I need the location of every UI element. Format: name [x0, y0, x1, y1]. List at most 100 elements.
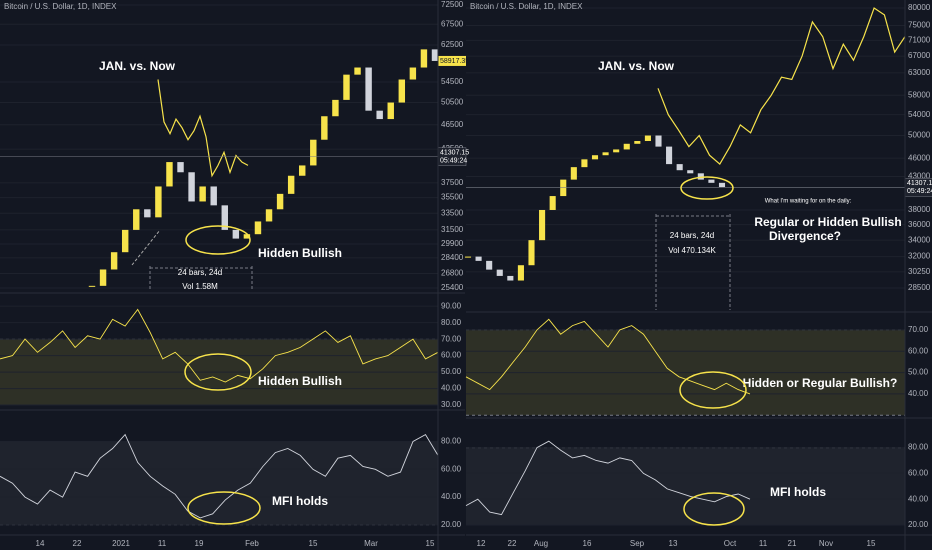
y-tick-label: 70.00 — [441, 334, 462, 343]
candle — [276, 193, 284, 210]
annotation: JAN. vs. Now — [99, 59, 176, 73]
candle — [602, 152, 609, 156]
x-tick-label: 22 — [73, 539, 82, 548]
y-tick-label: 80.00 — [908, 443, 929, 452]
candle — [549, 196, 556, 210]
candle — [155, 186, 162, 218]
last-price-tag — [438, 55, 466, 66]
y-tick-label: 30.00 — [441, 400, 462, 409]
candle — [687, 170, 694, 174]
y-tick-label: 40.00 — [441, 384, 462, 393]
candle — [265, 209, 273, 222]
candle — [634, 141, 641, 144]
x-tick-label: 2021 — [112, 539, 130, 548]
band — [466, 447, 905, 525]
annotation: Vol 1.58M — [182, 282, 218, 291]
header: Bitcoin / U.S. Dollar, 1D, INDEX — [470, 2, 583, 11]
y-tick-label: 63000 — [908, 68, 931, 77]
candle — [166, 162, 173, 187]
candle — [517, 265, 524, 281]
y-tick-label: 30250 — [908, 267, 931, 276]
y-tick-label: 54500 — [441, 77, 464, 86]
candle — [199, 186, 206, 202]
y-tick-label: 37500 — [441, 178, 464, 187]
y-tick-label: 31500 — [441, 225, 464, 234]
x-tick-label: 11 — [759, 539, 768, 548]
annotation: 24 bars, 24d — [670, 231, 714, 240]
y-tick-label: 34000 — [908, 235, 931, 244]
candle — [387, 102, 394, 120]
x-tick-label: 15 — [426, 539, 435, 548]
annotation: Divergence? — [769, 229, 841, 243]
candle — [539, 209, 546, 241]
candle — [221, 205, 228, 230]
candle — [655, 135, 662, 147]
annotation: What I'm waiting for on the daily: — [765, 199, 852, 205]
candle — [644, 135, 651, 142]
highlight — [185, 225, 251, 255]
line-series — [465, 440, 751, 516]
y-tick-label: 54000 — [908, 110, 931, 119]
highlight — [683, 492, 745, 526]
candle — [232, 229, 240, 239]
x-tick-label: Feb — [245, 539, 259, 548]
y-tick-label: 20.00 — [908, 520, 929, 529]
candle — [365, 67, 372, 111]
y-tick-label: 60.00 — [441, 351, 462, 360]
y-tick-label: 26800 — [441, 269, 464, 278]
candle — [99, 269, 107, 286]
y-tick-label: 38000 — [908, 205, 931, 214]
y-tick-label: 72500 — [441, 0, 464, 9]
y-tick-label: 71000 — [908, 36, 931, 45]
y-tick-label: 60.00 — [908, 346, 929, 355]
candle — [570, 167, 577, 180]
candle — [475, 256, 482, 261]
candle — [697, 173, 704, 180]
x-tick-label: 13 — [669, 539, 678, 548]
y-tick-label: 90.00 — [441, 301, 462, 310]
y-tick-label: 46000 — [908, 153, 931, 162]
y-tick-label: 58000 — [908, 90, 931, 99]
annotation: MFI holds — [770, 485, 826, 499]
candle — [243, 234, 251, 239]
candle — [287, 175, 295, 194]
y-tick-label: 40.00 — [908, 389, 929, 398]
y-tick-label: 32000 — [908, 252, 931, 261]
candle — [613, 149, 620, 153]
line-series — [157, 79, 249, 178]
price-tag-label: 41307.15 — [907, 180, 932, 187]
y-tick-label: 75000 — [908, 21, 931, 30]
y-tick-label: 20.00 — [441, 520, 462, 529]
candle — [133, 209, 140, 230]
candle — [354, 67, 361, 75]
line-series — [0, 308, 439, 383]
x-tick-label: 21 — [788, 539, 797, 548]
highlight — [187, 491, 261, 525]
y-tick-label: 60.00 — [441, 464, 462, 473]
band — [0, 441, 438, 525]
candle — [496, 269, 503, 276]
y-tick-label: 67500 — [441, 19, 464, 28]
y-tick-label: 28400 — [441, 253, 464, 262]
y-tick-label: 40.00 — [908, 494, 929, 503]
x-tick-label: 14 — [36, 539, 45, 548]
annotation: 24 bars, 24d — [178, 268, 222, 277]
x-tick-label: 22 — [508, 539, 517, 548]
candle — [321, 116, 328, 140]
y-tick-label: 80.00 — [441, 437, 462, 446]
y-tick-label: 50500 — [441, 98, 464, 107]
x-tick-label: 16 — [583, 539, 592, 548]
candle — [560, 179, 567, 197]
y-tick-label: 80.00 — [441, 318, 462, 327]
x-tick-label: Mar — [364, 539, 378, 548]
y-tick-label: 62500 — [441, 40, 464, 49]
y-tick-label: 35500 — [441, 193, 464, 202]
y-tick-label: 43000 — [908, 172, 931, 181]
candle — [431, 49, 439, 61]
candle — [310, 139, 317, 166]
candle — [507, 275, 514, 281]
y-tick-label: 80000 — [908, 3, 931, 12]
annotation: Hidden Bullish — [258, 374, 342, 388]
annotation: JAN. vs. Now — [598, 59, 675, 73]
